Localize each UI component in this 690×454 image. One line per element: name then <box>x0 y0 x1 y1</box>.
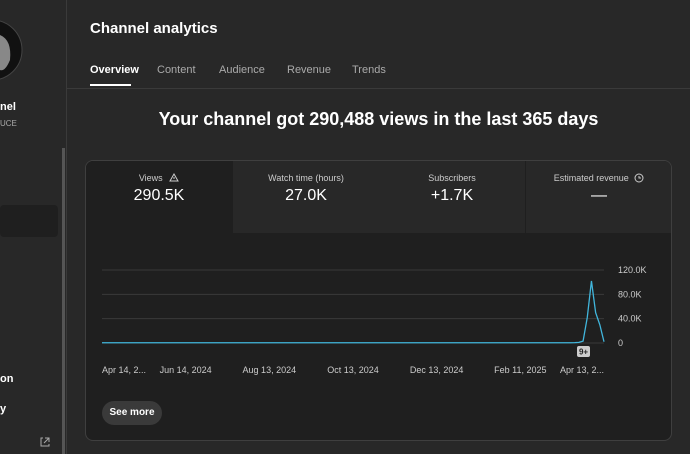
headline: Your channel got 290,488 views in the la… <box>158 109 599 129</box>
external-link-icon[interactable] <box>40 437 50 447</box>
x-tick-label: Apr 14, 2... <box>102 365 146 375</box>
marker-badge-bg <box>577 346 590 357</box>
tab[interactable]: Revenue <box>287 64 332 76</box>
page-title: Channel analytics <box>90 20 218 37</box>
clock-icon <box>634 173 644 183</box>
y-tick-label: 40.0K <box>618 314 642 324</box>
y-tick-label: 80.0K <box>618 289 642 299</box>
x-tick-label: Jun 14, 2024 <box>160 365 212 375</box>
marker-badge: 9+ <box>579 348 588 357</box>
metric-tile[interactable]: Subscribers +1.7K <box>379 161 525 233</box>
nav-item[interactable]: on <box>0 373 14 385</box>
tab[interactable]: Trends <box>352 64 386 76</box>
metric-label: Views <box>138 173 163 183</box>
avatar-image <box>0 35 11 71</box>
channel-handle: UCE <box>0 119 17 128</box>
x-tick-label: Feb 11, 2025 <box>494 365 546 375</box>
metric-label: Subscribers <box>428 173 476 183</box>
metric-label: Estimated revenue <box>553 173 629 183</box>
metric-value: 27.0K <box>285 187 327 204</box>
x-tick-label: Oct 13, 2024 <box>327 365 379 375</box>
analytics-card: Views 290.5K Watch time (hours) 27.0K Su… <box>85 160 672 441</box>
sidebar: nel UCE on y <box>0 0 67 454</box>
x-tick-label: Aug 13, 2024 <box>243 365 297 375</box>
metric-tile[interactable]: Estimated revenue — <box>526 161 671 233</box>
series-line <box>102 280 605 344</box>
x-tick-label: Dec 13, 2024 <box>410 365 464 375</box>
scrollbar <box>62 148 65 454</box>
y-tick-label: 120.0K <box>618 265 647 275</box>
warning-icon <box>169 172 180 182</box>
metric-label: Watch time (hours) <box>268 173 344 183</box>
y-tick-label: 0 <box>618 338 623 348</box>
sidebar-graphics <box>0 20 65 454</box>
channel-name: nel <box>0 101 16 113</box>
tab[interactable]: Audience <box>219 64 265 76</box>
x-tick-label: Apr 13, 2... <box>560 365 604 375</box>
metric-tile[interactable]: Views 290.5K <box>86 161 232 233</box>
see-more-button[interactable]: See more <box>102 401 162 425</box>
header: Channel analytics Overview Content Audie… <box>67 0 690 89</box>
metric-value: +1.7K <box>430 187 474 204</box>
chart: 0 40.0K 80.0K 120.0K Apr 14, 2... Jun 14, 202… <box>102 265 647 375</box>
nav-selected[interactable] <box>0 205 58 237</box>
metric-value: — <box>591 187 607 204</box>
tab[interactable]: Content <box>157 64 196 76</box>
tab[interactable]: Overview <box>90 64 139 76</box>
metric-tile[interactable]: Watch time (hours) 27.0K <box>233 161 379 233</box>
nav-item[interactable]: y <box>0 403 7 415</box>
metric-value: 290.5K <box>133 187 185 204</box>
tab-underline <box>90 84 131 86</box>
